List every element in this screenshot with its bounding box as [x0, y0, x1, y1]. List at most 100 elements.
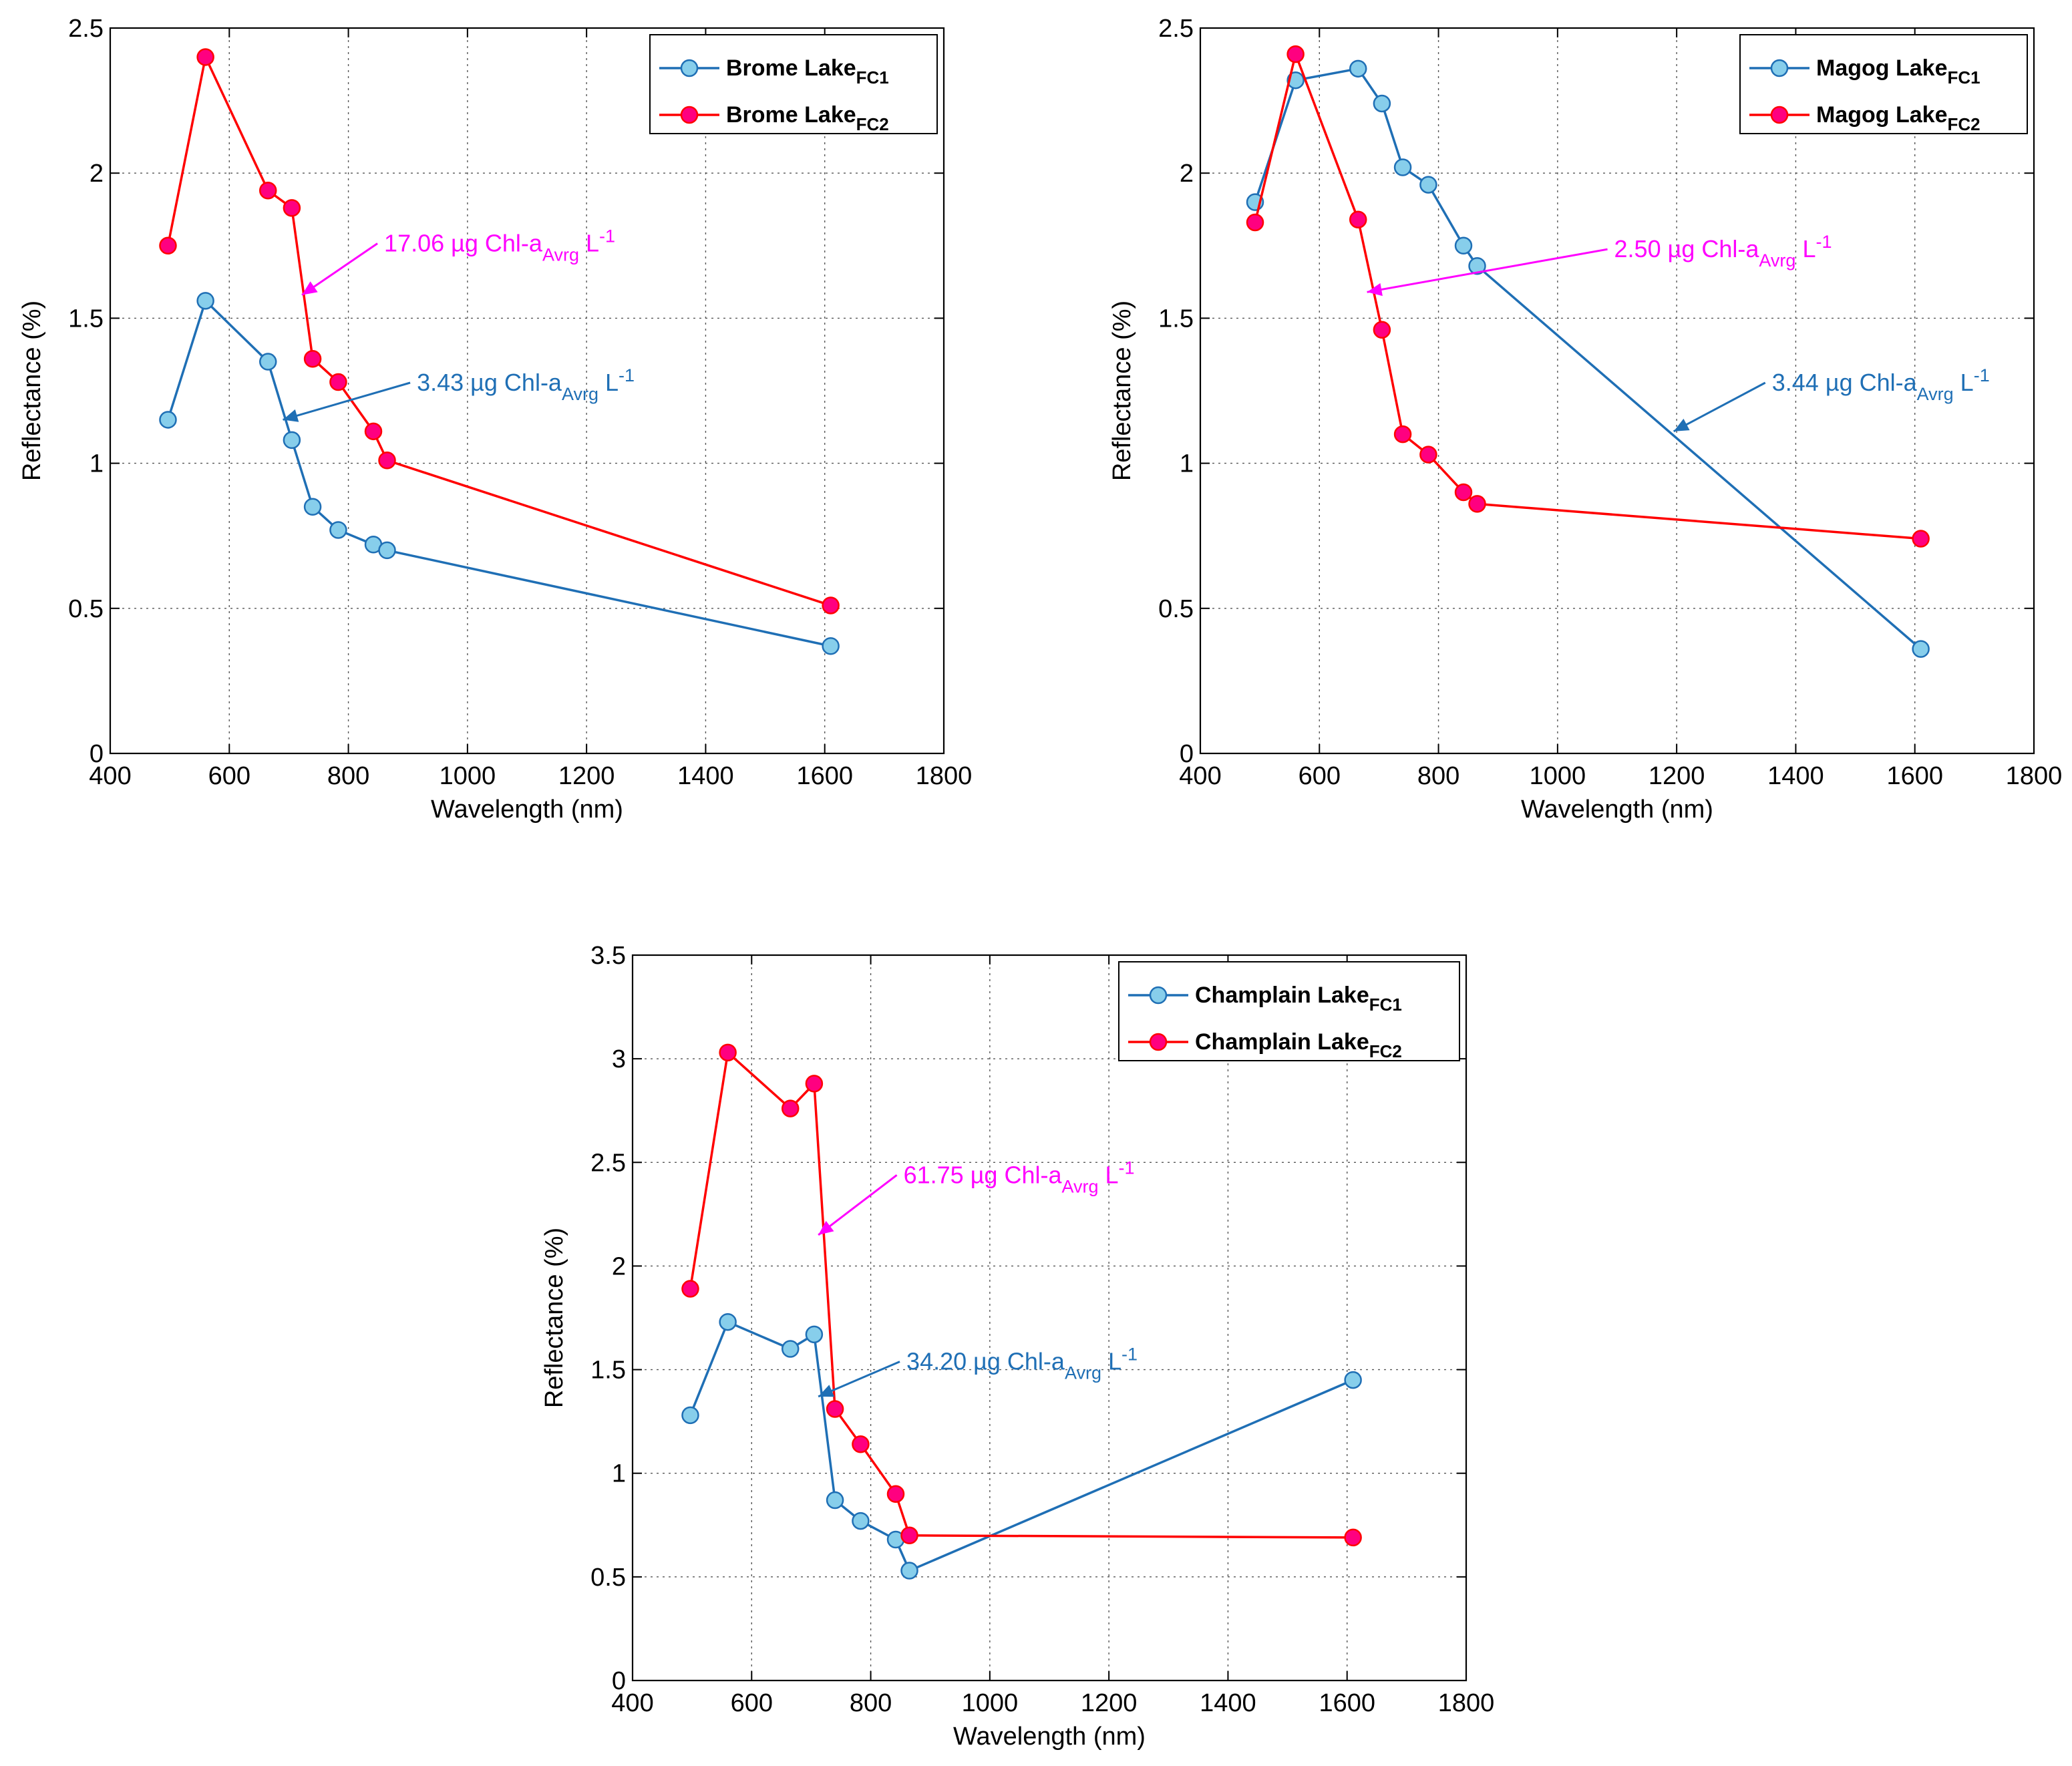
annotation-unit: µg Chl-a	[451, 229, 543, 256]
legend-entry-name: Champlain Lake	[1195, 1029, 1369, 1055]
y-tick-label: 1.5	[590, 1357, 626, 1385]
x-axis-label: Wavelength (nm)	[431, 796, 623, 824]
chart-champlain: 400 600 800 1000 1200 1400 1600 1800 0 0.5 1 1.5 2 2.…	[540, 942, 1494, 1751]
data-point-fc1	[329, 521, 347, 539]
annotation-superscript: -1	[1119, 1158, 1135, 1178]
x-tick-label: 1000	[962, 1689, 1019, 1717]
y-tick-label: 1.5	[68, 305, 104, 333]
data-point-fc1	[719, 1312, 737, 1331]
data-point-fc2	[1454, 483, 1473, 502]
y-tick-label: 0.5	[590, 1564, 626, 1592]
x-tick-label: 600	[208, 762, 250, 790]
annotation-arrow-line	[1367, 248, 1608, 293]
x-tick-label: 400	[89, 762, 131, 790]
data-point-fc2	[719, 1043, 737, 1062]
annotation-value: 3.44	[1772, 369, 1819, 396]
chart-magog: 400 600 800 1000 1200 1400 1600 1800 0 0.5 1 1.5 2 2.…	[1108, 15, 2062, 824]
y-axis-label: Reflectance (%)	[540, 1228, 568, 1408]
legend-entry: Brome LakeFC2	[726, 102, 889, 134]
legend-entry-subscript: FC1	[1369, 995, 1402, 1015]
x-tick-label: 400	[1179, 762, 1221, 790]
data-point-fc2	[258, 182, 277, 200]
y-tick-label: 2	[1180, 160, 1194, 188]
y-axis-label: Reflectance (%)	[1108, 301, 1136, 481]
x-tick-label: 1600	[1319, 1689, 1375, 1717]
legend-marker	[680, 106, 699, 124]
x-tick-label: 400	[611, 1689, 653, 1717]
axes-frame	[1199, 27, 2035, 755]
chart-brome: 400 600 800 1000 1200 1400 1600 1800 0 0.5 1 1.5 2 2.…	[18, 15, 972, 824]
data-point-fc2	[1246, 213, 1264, 232]
legend-entry-name: Brome Lake	[726, 55, 856, 81]
x-tick-label: 1200	[1649, 762, 1705, 790]
legend-entry-name: Magog Lake	[1816, 55, 1947, 81]
legend-marker	[1770, 106, 1789, 124]
x-tick-label: 1000	[440, 762, 496, 790]
x-tick-label: 1400	[1200, 1689, 1256, 1717]
annotation-unit: µg Chl-a	[470, 369, 562, 396]
plot-area	[633, 955, 1466, 1681]
y-tick-label: 3	[612, 1045, 626, 1073]
legend-entry-name: Magog Lake	[1816, 102, 1947, 128]
data-point-fc1	[303, 498, 322, 516]
x-tick-label: 1400	[677, 762, 734, 790]
data-point-fc1	[1912, 640, 1930, 658]
y-tick-label: 2.5	[1158, 15, 1194, 43]
annotation-subscript: Avrg	[1065, 1363, 1101, 1383]
x-tick-label: 1800	[1438, 1689, 1495, 1717]
legend-entry-subscript: FC2	[1369, 1041, 1402, 1061]
x-tick-label: 800	[850, 1689, 892, 1717]
legend-entry: Brome LakeFC1	[726, 55, 889, 87]
annotation-label: 2.50 µg Chl-aAvrg L-1	[1614, 232, 1832, 271]
annotation-arrowhead	[1367, 283, 1383, 297]
data-point-fc2	[159, 236, 177, 255]
data-point-fc2	[1373, 321, 1391, 339]
legend-entry-name: Champlain Lake	[1195, 983, 1369, 1008]
annotation-unit-tail: L	[1960, 369, 1974, 396]
data-point-fc1	[826, 1491, 844, 1510]
annotation-subscript: Avrg	[542, 244, 579, 264]
annotation-unit-tail: L	[1108, 1348, 1121, 1375]
data-point-fc2	[303, 349, 322, 368]
annotation-superscript: -1	[1121, 1345, 1138, 1365]
legend-entry-subscript: FC1	[856, 67, 889, 87]
data-point-fc1	[1393, 158, 1412, 176]
plot-area	[1200, 28, 2034, 753]
axes-frame	[631, 954, 1467, 1682]
data-point-fc1	[1373, 94, 1391, 113]
x-axis-label: Wavelength (nm)	[953, 1723, 1146, 1751]
annotation-arrow-line	[1673, 381, 1766, 433]
data-point-fc2	[283, 199, 301, 217]
annotation-subscript: Avrg	[1759, 250, 1795, 271]
data-point-fc2	[681, 1280, 699, 1298]
annotation-label: 61.75 µg Chl-aAvrg L-1	[904, 1158, 1135, 1196]
y-tick-label: 3.5	[590, 942, 626, 970]
data-point-fc1	[900, 1562, 918, 1580]
data-point-fc2	[900, 1526, 918, 1545]
annotation-label: 3.43 µg Chl-aAvrg L-1	[417, 365, 635, 404]
annotation-value: 34.20	[906, 1348, 967, 1375]
annotation-arrowhead	[302, 281, 318, 295]
data-point-fc2	[822, 596, 840, 614]
y-tick-label: 2	[612, 1252, 626, 1280]
legend-marker	[1770, 59, 1789, 77]
annotation-unit-tail: L	[1105, 1161, 1119, 1188]
annotation-value: 2.50	[1614, 235, 1661, 262]
legend-marker	[1149, 1033, 1168, 1051]
x-tick-label: 1400	[1767, 762, 1824, 790]
annotation-arrowhead	[1673, 418, 1690, 431]
data-point-fc1	[196, 292, 214, 310]
x-tick-label: 1800	[2006, 762, 2063, 790]
legend-entry: Champlain LakeFC2	[1195, 1029, 1402, 1061]
annotation-unit-tail: L	[605, 369, 619, 396]
x-tick-label: 800	[1417, 762, 1459, 790]
y-tick-label: 1	[612, 1460, 626, 1488]
data-point-fc1	[378, 541, 396, 560]
data-point-fc2	[886, 1485, 905, 1503]
annotation-value: 61.75	[904, 1161, 964, 1188]
x-tick-label: 1200	[558, 762, 615, 790]
annotation-label: 34.20 µg Chl-aAvrg L-1	[906, 1345, 1138, 1383]
